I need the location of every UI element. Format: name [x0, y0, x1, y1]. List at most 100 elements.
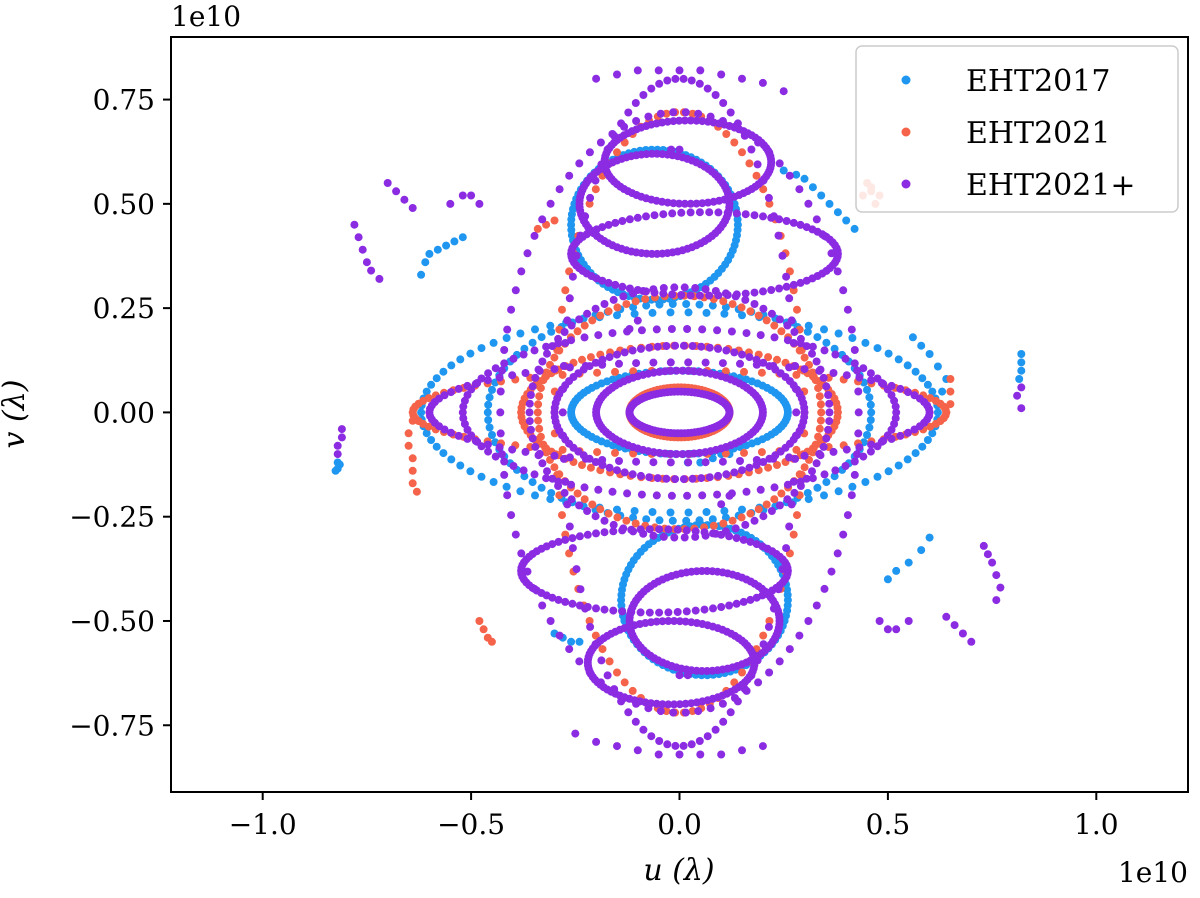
data-point-eht2021-plus [717, 530, 726, 539]
data-point-eht2017 [489, 338, 498, 347]
data-point-eht2021-plus [625, 284, 634, 293]
data-point-eht2021-plus [555, 631, 564, 640]
data-point-eht2021-plus [337, 433, 346, 442]
data-point-eht2021-plus [632, 359, 641, 368]
data-point-eht2021-plus [698, 491, 707, 500]
data-point-eht2017 [567, 637, 576, 646]
data-point-eht2021 [533, 408, 542, 417]
data-point-eht2021-plus [843, 305, 852, 314]
data-point-eht2021-plus [666, 449, 675, 458]
data-point-eht2021-plus [535, 366, 544, 375]
data-point-eht2021-plus [796, 220, 805, 229]
data-point-eht2021-plus [567, 321, 576, 330]
data-point-eht2021-plus [458, 408, 467, 417]
data-point-eht2017 [702, 508, 711, 516]
data-point-eht2017 [458, 233, 467, 242]
data-point-eht2021-plus [655, 737, 664, 745]
data-point-eht2021-plus [636, 471, 645, 480]
y-tick-label: 0.00 [93, 396, 155, 429]
data-point-eht2017 [485, 393, 494, 402]
data-point-eht2021-plus [543, 467, 551, 476]
data-point-eht2021-plus [833, 252, 842, 261]
data-point-eht2021-plus [592, 74, 601, 83]
data-point-eht2021-plus [666, 458, 675, 467]
data-point-eht2017 [804, 495, 813, 504]
data-point-eht2021-plus [680, 283, 689, 292]
data-point-eht2017 [702, 308, 711, 317]
data-point-eht2021 [738, 668, 746, 677]
data-point-eht2021-plus [681, 108, 690, 117]
data-point-eht2021-plus [647, 732, 656, 741]
data-point-eht2021-plus [866, 447, 875, 456]
data-point-eht2021-plus [750, 516, 759, 525]
data-point-eht2021-plus [758, 742, 767, 751]
data-point-eht2021-plus [992, 571, 1001, 580]
data-point-eht2017 [708, 301, 717, 310]
data-point-eht2021-plus [624, 108, 633, 117]
data-point-eht2021-plus [604, 278, 613, 287]
data-point-eht2021 [662, 707, 671, 716]
data-point-eht2021-plus [700, 528, 709, 537]
data-point-eht2021-plus [526, 391, 535, 399]
data-point-eht2021-plus [867, 376, 876, 385]
data-point-eht2017 [911, 449, 920, 458]
data-point-eht2021-plus [854, 408, 863, 417]
data-point-eht2021-plus [677, 291, 686, 299]
data-point-eht2021-plus [358, 245, 367, 254]
data-point-eht2021 [757, 448, 766, 457]
data-point-eht2021-plus [608, 487, 617, 496]
data-point-eht2021 [542, 372, 551, 381]
data-point-eht2017 [720, 309, 729, 318]
data-point-eht2021-plus [745, 353, 754, 362]
data-point-eht2021-plus [620, 468, 629, 477]
data-point-eht2021-plus [785, 171, 794, 180]
data-point-eht2021-plus [683, 491, 692, 500]
data-point-eht2021-plus [759, 358, 768, 367]
data-point-eht2021-plus [575, 657, 584, 666]
data-point-eht2021-plus [725, 203, 734, 212]
data-point-eht2021-plus [753, 160, 762, 169]
data-point-eht2021-plus [550, 451, 559, 460]
data-point-eht2021-plus [546, 199, 555, 208]
data-point-eht2021-plus [746, 537, 755, 546]
data-point-eht2021-plus [668, 290, 677, 299]
data-point-eht2021-plus [711, 725, 720, 734]
data-point-eht2017 [439, 367, 448, 376]
data-point-eht2021-plus [538, 215, 547, 224]
data-point-eht2017 [848, 334, 857, 342]
data-point-eht2017 [933, 362, 942, 371]
data-point-eht2021-plus [664, 608, 673, 617]
data-point-eht2017 [648, 308, 657, 317]
data-point-eht2017 [608, 441, 617, 450]
y-tick-label: −0.25 [69, 501, 155, 534]
data-point-eht2021-plus [695, 208, 704, 217]
data-point-eht2021-plus [679, 741, 688, 750]
data-point-eht2021-plus [483, 376, 492, 385]
data-point-eht2017 [531, 491, 539, 500]
data-point-eht2021-plus [568, 272, 577, 281]
data-point-eht2021-plus [575, 601, 584, 610]
data-point-eht2017 [684, 308, 693, 317]
data-point-eht2017 [865, 423, 874, 432]
data-point-eht2021 [424, 422, 433, 431]
data-point-eht2021-plus [747, 145, 756, 154]
data-point-eht2021-plus [561, 597, 570, 606]
data-point-eht2021 [759, 185, 768, 194]
data-point-eht2017 [433, 245, 442, 254]
data-point-eht2021-plus [709, 604, 717, 613]
data-point-eht2021-plus [839, 286, 848, 295]
data-point-eht2021-plus [979, 541, 988, 550]
data-point-eht2021-plus [670, 700, 679, 709]
data-point-eht2017 [908, 333, 917, 342]
data-point-eht2021-plus [558, 408, 567, 417]
data-point-eht2021 [773, 355, 781, 364]
data-point-eht2021-plus [496, 387, 505, 396]
data-point-eht2017 [894, 355, 903, 364]
data-point-eht2021-plus [475, 199, 484, 208]
data-point-eht2021-plus [750, 300, 759, 308]
data-point-eht2021-plus [609, 520, 618, 529]
data-point-eht2021 [408, 479, 417, 488]
data-point-eht2021-plus [521, 369, 530, 377]
data-point-eht2021-plus [572, 565, 581, 574]
